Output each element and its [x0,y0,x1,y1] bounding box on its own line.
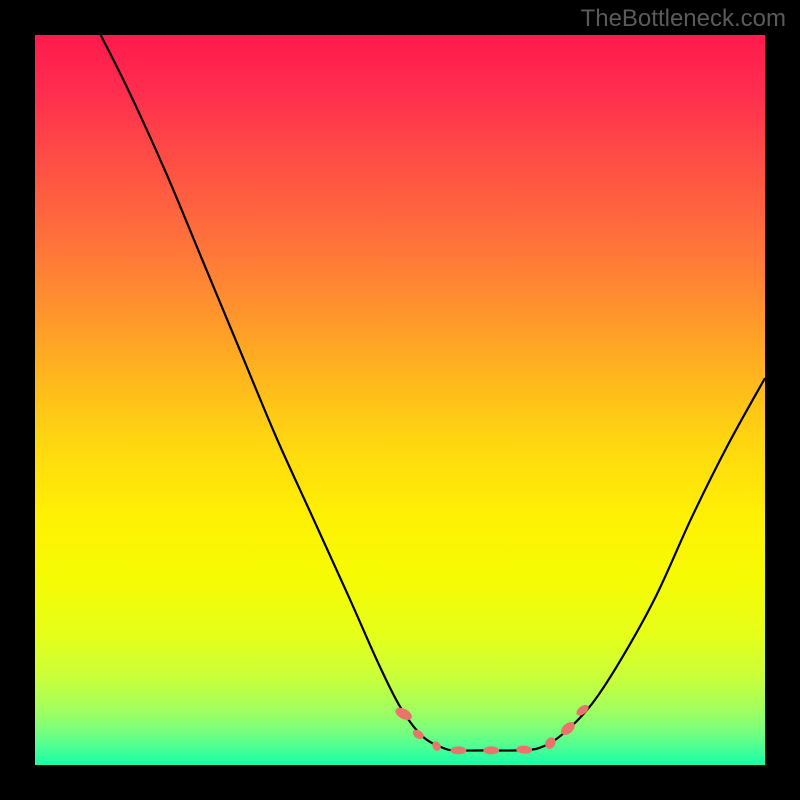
chart-svg [35,35,765,765]
curve-marker [483,746,499,754]
watermark-text: TheBottleneck.com [581,5,786,33]
plot-area [35,35,765,765]
chart-frame: TheBottleneck.com [0,0,800,800]
gradient-background [35,35,765,765]
curve-marker [450,746,466,754]
